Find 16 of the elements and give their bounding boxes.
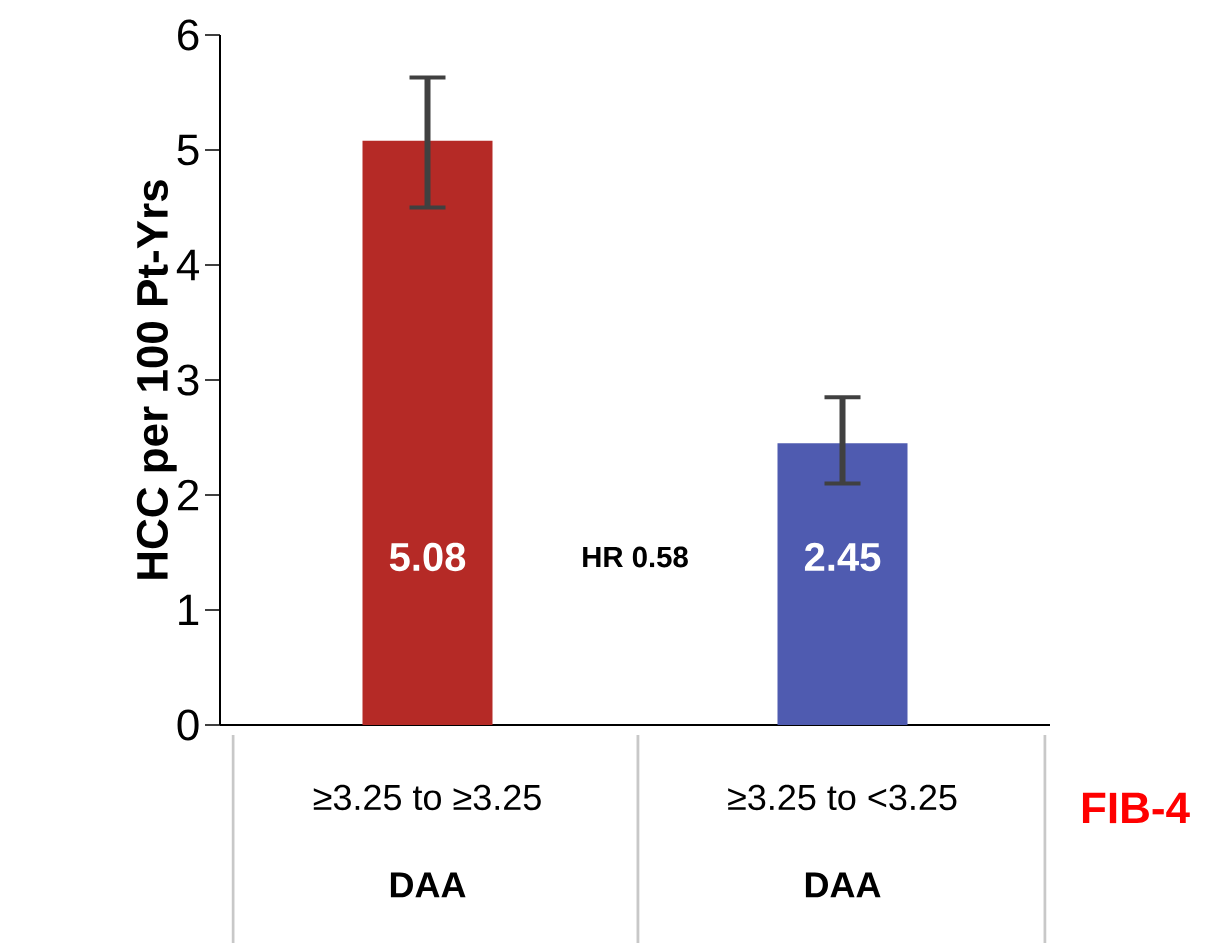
data-label: 5.08 xyxy=(389,542,466,571)
y-tick-label: 2 xyxy=(178,479,199,511)
x-axis-title: FIB-4 xyxy=(1082,792,1190,823)
text: DAA xyxy=(390,872,466,898)
y-tick-label: 1 xyxy=(179,594,199,625)
y-tick-label: 5 xyxy=(177,134,199,166)
x-tick-label: ≥3.25 to <3.25 xyxy=(728,784,957,810)
text: DAA xyxy=(805,872,881,898)
y-tick-label: 6 xyxy=(178,19,199,51)
x-tick-label: ≥3.25 to ≥3.25 xyxy=(313,784,541,810)
y-tick-label: 4 xyxy=(176,249,200,280)
annotation: HR 0.58 xyxy=(583,546,688,568)
y-axis-title: HCC per 100 Pt-Yrs xyxy=(136,179,177,579)
data-label: 2.45 xyxy=(804,542,881,571)
y-tick-label: 3 xyxy=(177,364,199,396)
y-tick-label: 0 xyxy=(177,709,199,741)
